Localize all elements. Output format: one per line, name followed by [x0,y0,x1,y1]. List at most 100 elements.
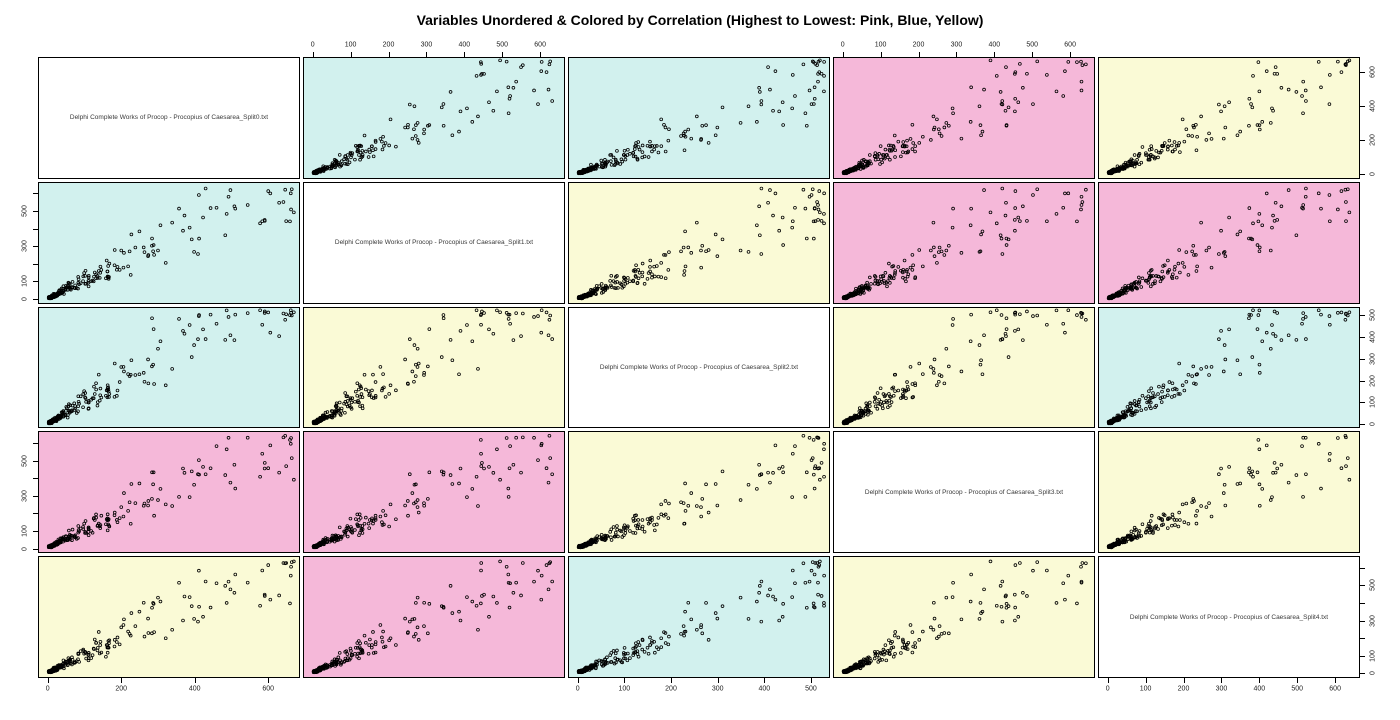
axis-tick [671,678,672,683]
axis-tick [1360,620,1365,622]
axis-tick [121,678,123,683]
axis-tick [33,299,38,301]
scatter-points [46,308,296,425]
axis-tick-label: 400 [988,41,1001,49]
axis-tick-label: 100 [1369,396,1377,409]
scatter-cell-r3c0 [38,431,300,554]
scatter-points [46,434,296,550]
axis-tick-label: 400 [458,41,471,49]
scatter-points [841,58,1088,176]
scatter-points [576,186,826,300]
axis-tick-label: 0 [1369,172,1377,177]
diag-cell-0: Delphi Complete Works of Procop - Procop… [38,57,300,179]
axis-tick-label: 300 [950,41,963,49]
axis-tick [33,281,38,283]
axis-tick-label: 600 [262,685,275,693]
scatter-points [311,58,554,176]
scatter-cell-r0c2 [568,57,830,179]
axis-tick-label: 500 [21,454,29,467]
axis-tick-label: 400 [1369,100,1377,112]
scatter-points [46,559,296,675]
axis-tick-label: 300 [1369,352,1377,365]
axis-tick-label: 200 [1369,374,1377,387]
axis-tick [1360,358,1365,360]
scatter-cell-r0c4 [1098,57,1360,179]
axis-tick-label: 300 [420,41,433,49]
axis-tick-label: 100 [1139,685,1152,693]
axis-tick [1259,678,1261,683]
axis-tick [624,678,626,683]
scatter-points [311,559,554,675]
axis-tick [33,513,38,515]
axis-tick-label: 500 [21,205,29,217]
axis-tick [1183,678,1185,683]
axis-tick [577,678,579,683]
axis-tick [1360,315,1365,317]
scatter-cell-r0c3 [833,57,1095,179]
axis-tick [810,678,812,683]
axis-tick-label: 100 [618,685,631,693]
axis-tick-label: 100 [21,525,29,537]
scatter-points [46,186,296,300]
axis-tick [1360,603,1365,604]
axis-tick-label: 500 [1369,579,1377,592]
axis-tick [33,193,38,195]
axis-tick [33,228,38,230]
axis-tick-label: 0 [21,546,29,551]
axis-tick [388,52,390,57]
axis-tick [1360,105,1365,107]
axis-tick [1360,174,1365,176]
axis-tick-label: 200 [1177,685,1190,693]
axis-tick [1360,567,1365,569]
axis-tick [194,678,196,683]
scatter-cell-r3c1 [303,431,565,554]
diag-cell-3: Delphi Complete Works of Procop - Procop… [833,431,1095,554]
axis-tick [1360,673,1365,675]
axis-tick-label: 0 [575,685,580,693]
variable-label: Delphi Complete Works of Procop - Procop… [334,239,534,247]
variable-label: Delphi Complete Works of Procop - Procop… [1129,613,1329,621]
axis-tick [1107,678,1109,683]
axis-tick [33,495,38,497]
scatter-points [841,559,1088,675]
axis-tick-label: 500 [1291,685,1304,693]
scatter-cell-r2c0 [38,306,300,429]
axis-tick-label: 500 [1369,309,1377,322]
scatter-cell-r4c2 [568,556,830,678]
axis-tick [1070,52,1072,57]
axis-tick-label: 300 [711,685,724,693]
axis-tick [312,52,314,57]
axis-tick [1360,638,1365,640]
axis-tick [1145,678,1147,683]
axis-tick-label: 0 [45,685,50,693]
scatter-cell-r2c1 [303,306,565,429]
scatter-cell-r1c4 [1098,181,1360,304]
diag-cell-4: Delphi Complete Works of Procop - Procop… [1098,556,1360,678]
axis-tick-label: 400 [1369,331,1377,343]
axis-tick-label: 600 [1369,65,1377,78]
axis-tick-label: 0 [840,41,845,49]
axis-tick [33,548,38,550]
axis-tick-label: 200 [382,41,395,49]
axis-tick [33,210,38,212]
axis-tick [33,246,38,248]
axis-tick [502,52,504,57]
axis-tick [1360,655,1365,657]
axis-tick-label: 0 [21,297,29,302]
axis-tick [1221,678,1223,683]
axis-tick-label: 400 [188,685,201,693]
axis-tick-label: 600 [534,41,546,49]
axis-tick [918,52,920,57]
scatter-points [1106,186,1352,300]
axis-tick-label: 200 [912,41,925,49]
scatter-cell-r1c2 [568,181,830,304]
axis-tick-label: 0 [1369,671,1377,676]
scatter-points [311,308,554,425]
axis-tick-label: 100 [1369,650,1377,662]
scatter-cell-r3c4 [1098,431,1360,554]
scatter-points [576,434,826,550]
axis-tick-label: 600 [1329,685,1341,693]
axis-tick [33,478,38,480]
axis-tick [1360,71,1365,73]
